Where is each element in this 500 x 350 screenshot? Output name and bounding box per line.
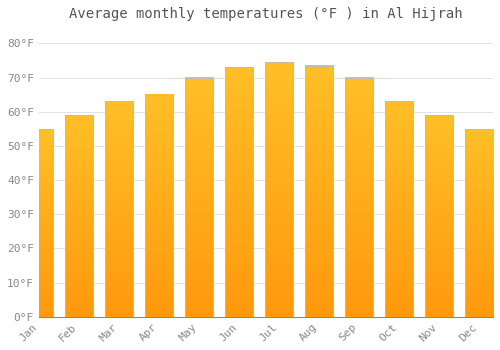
Bar: [345, 78, 373, 317]
Bar: [65, 115, 93, 317]
Bar: [25, 129, 53, 317]
Bar: [465, 129, 493, 317]
Bar: [425, 115, 453, 317]
Bar: [145, 94, 173, 317]
Bar: [65, 115, 93, 317]
Title: Average monthly temperatures (°F ) in Al Hijrah: Average monthly temperatures (°F ) in Al…: [69, 7, 462, 21]
Bar: [385, 102, 413, 317]
Bar: [305, 65, 333, 317]
Bar: [145, 94, 173, 317]
Bar: [305, 65, 333, 317]
Bar: [225, 67, 253, 317]
Bar: [345, 78, 373, 317]
Bar: [25, 129, 53, 317]
Bar: [265, 62, 293, 317]
Bar: [105, 102, 133, 317]
Bar: [385, 102, 413, 317]
Bar: [265, 62, 293, 317]
Bar: [185, 78, 213, 317]
Bar: [465, 129, 493, 317]
Bar: [225, 67, 253, 317]
Bar: [105, 102, 133, 317]
Bar: [185, 78, 213, 317]
Bar: [425, 115, 453, 317]
